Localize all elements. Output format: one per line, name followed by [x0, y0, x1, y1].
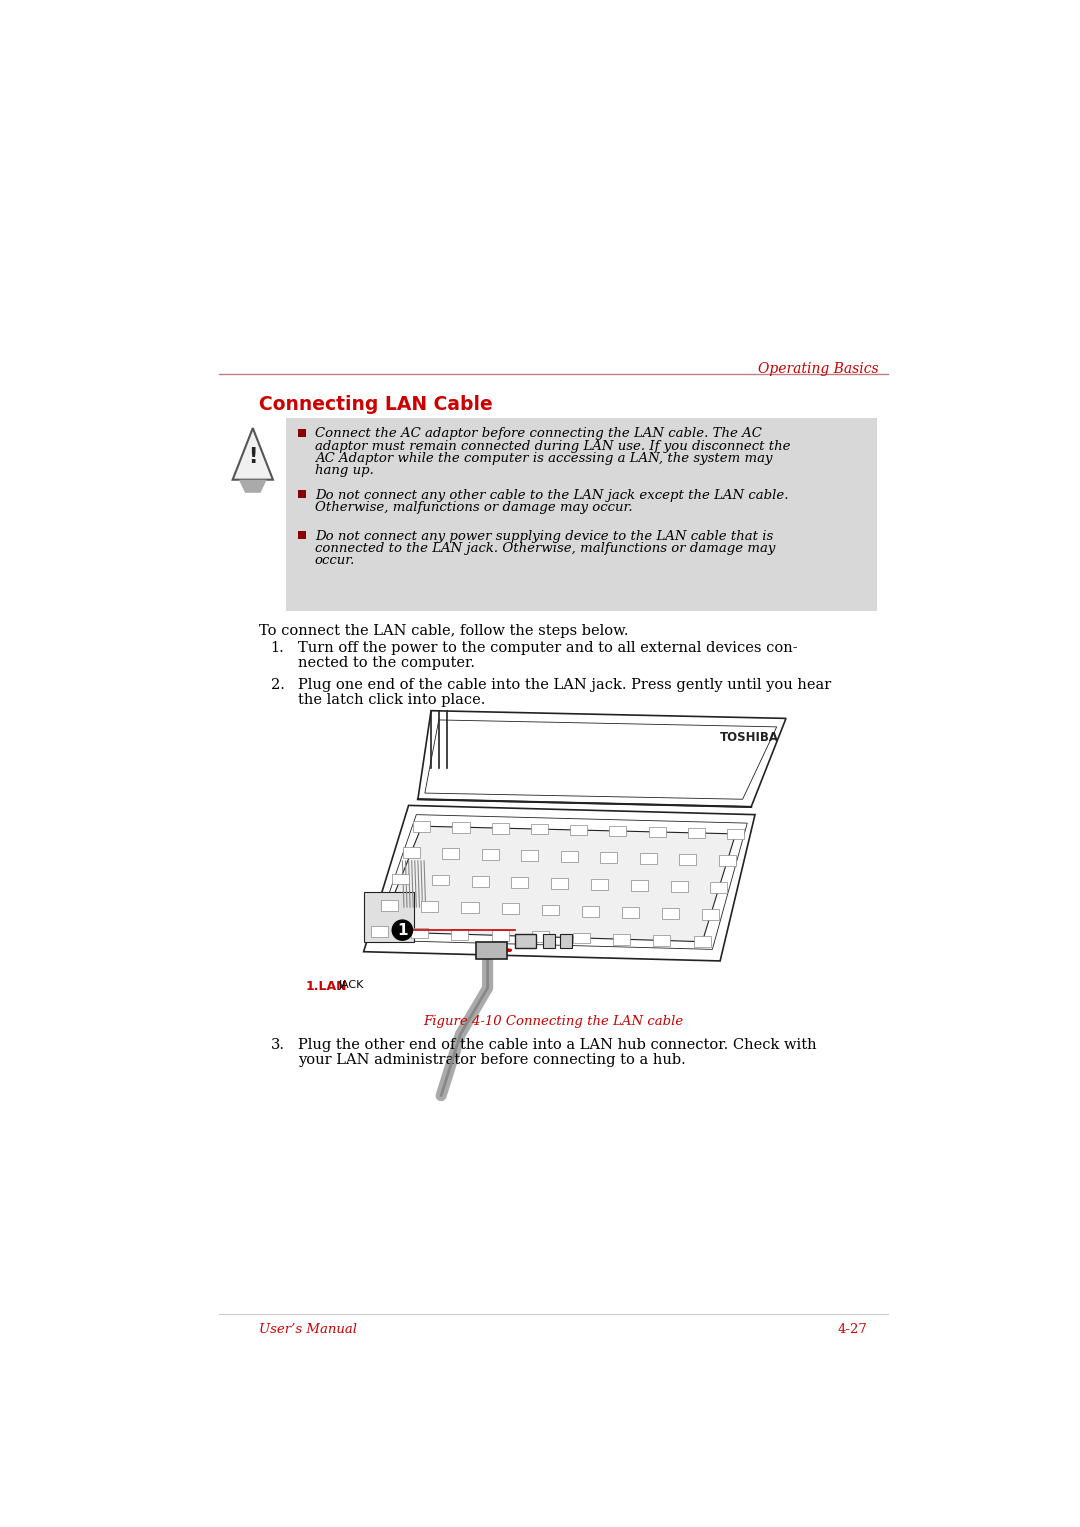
Text: Turn off the power to the computer and to all external devices con-: Turn off the power to the computer and t…	[298, 641, 797, 655]
Text: adaptor must remain connected during LAN use. If you disconnect the: adaptor must remain connected during LAN…	[314, 440, 791, 452]
FancyBboxPatch shape	[370, 927, 388, 938]
Text: Connect the AC adaptor before connecting the LAN cable. The AC: Connect the AC adaptor before connecting…	[314, 428, 761, 440]
FancyBboxPatch shape	[461, 902, 478, 913]
FancyBboxPatch shape	[561, 852, 578, 863]
FancyBboxPatch shape	[411, 927, 428, 938]
FancyBboxPatch shape	[582, 906, 598, 916]
FancyBboxPatch shape	[671, 881, 688, 892]
Text: TOSHIBA: TOSHIBA	[720, 731, 779, 745]
Text: Plug one end of the cable into the LAN jack. Press gently until you hear: Plug one end of the cable into the LAN j…	[298, 678, 831, 692]
Bar	[476, 942, 507, 959]
Text: your LAN administrator before connecting to a hub.: your LAN administrator before connecting…	[298, 1052, 686, 1066]
FancyBboxPatch shape	[531, 823, 548, 834]
FancyBboxPatch shape	[532, 931, 550, 942]
FancyBboxPatch shape	[609, 826, 626, 837]
FancyBboxPatch shape	[491, 823, 509, 834]
FancyBboxPatch shape	[711, 883, 728, 893]
FancyBboxPatch shape	[653, 935, 671, 945]
FancyBboxPatch shape	[622, 907, 639, 918]
Text: Do not connect any power supplying device to the LAN cable that is: Do not connect any power supplying devic…	[314, 530, 773, 542]
Text: Operating Basics: Operating Basics	[758, 362, 879, 376]
Bar	[542, 935, 555, 948]
Text: 1.: 1.	[271, 641, 284, 655]
FancyBboxPatch shape	[613, 935, 630, 945]
Text: hang up.: hang up.	[314, 464, 374, 478]
Polygon shape	[232, 428, 273, 479]
Text: Do not connect any other cable to the LAN jack except the LAN cable.: Do not connect any other cable to the LA…	[314, 489, 788, 502]
Text: connected to the LAN jack. Otherwise, malfunctions or damage may: connected to the LAN jack. Otherwise, ma…	[314, 542, 775, 554]
FancyBboxPatch shape	[511, 876, 528, 887]
FancyBboxPatch shape	[522, 851, 538, 861]
Text: AC Adaptor while the computer is accessing a LAN, the system may: AC Adaptor while the computer is accessi…	[314, 452, 772, 464]
Polygon shape	[424, 719, 777, 799]
Text: Figure 4-10 Connecting the LAN cable: Figure 4-10 Connecting the LAN cable	[423, 1015, 684, 1028]
FancyBboxPatch shape	[491, 930, 509, 941]
Bar	[298, 531, 306, 539]
Text: !: !	[248, 447, 257, 467]
Text: To connect the LAN cable, follow the steps below.: To connect the LAN cable, follow the ste…	[259, 623, 629, 638]
Bar	[364, 892, 414, 942]
Bar	[286, 418, 877, 611]
Text: JACK: JACK	[338, 980, 364, 989]
FancyBboxPatch shape	[570, 825, 588, 835]
FancyBboxPatch shape	[381, 899, 399, 910]
FancyBboxPatch shape	[727, 829, 744, 840]
FancyBboxPatch shape	[662, 909, 679, 919]
FancyBboxPatch shape	[591, 880, 608, 890]
Polygon shape	[379, 826, 735, 942]
FancyBboxPatch shape	[442, 847, 459, 860]
Polygon shape	[373, 814, 747, 950]
FancyBboxPatch shape	[551, 878, 568, 889]
Polygon shape	[418, 710, 786, 806]
FancyBboxPatch shape	[392, 873, 409, 884]
Text: User’s Manual: User’s Manual	[259, 1322, 357, 1336]
FancyBboxPatch shape	[719, 855, 735, 866]
Bar	[515, 935, 537, 948]
FancyBboxPatch shape	[403, 847, 420, 858]
Polygon shape	[239, 479, 267, 493]
FancyBboxPatch shape	[693, 936, 711, 947]
Text: 1.LAN: 1.LAN	[306, 980, 347, 993]
FancyBboxPatch shape	[688, 828, 705, 838]
Text: 2.: 2.	[271, 678, 284, 692]
FancyBboxPatch shape	[472, 876, 488, 887]
FancyBboxPatch shape	[432, 875, 449, 886]
Text: Connecting LAN Cable: Connecting LAN Cable	[259, 395, 492, 414]
FancyBboxPatch shape	[600, 852, 618, 863]
Text: the latch click into place.: the latch click into place.	[298, 693, 485, 707]
FancyBboxPatch shape	[702, 910, 719, 921]
Circle shape	[392, 919, 414, 941]
FancyBboxPatch shape	[414, 822, 430, 832]
FancyBboxPatch shape	[679, 855, 697, 866]
FancyBboxPatch shape	[631, 880, 648, 890]
Text: Plug the other end of the cable into a LAN hub connector. Check with: Plug the other end of the cable into a L…	[298, 1038, 816, 1052]
Bar	[559, 935, 572, 948]
FancyBboxPatch shape	[501, 904, 518, 915]
Text: occur.: occur.	[314, 554, 355, 568]
Text: Otherwise, malfunctions or damage may occur.: Otherwise, malfunctions or damage may oc…	[314, 501, 633, 515]
FancyBboxPatch shape	[639, 854, 657, 864]
FancyBboxPatch shape	[482, 849, 499, 860]
FancyBboxPatch shape	[572, 933, 590, 944]
FancyBboxPatch shape	[453, 822, 470, 832]
Text: 1: 1	[397, 922, 407, 938]
FancyBboxPatch shape	[421, 901, 438, 912]
FancyBboxPatch shape	[649, 826, 665, 837]
FancyBboxPatch shape	[542, 904, 558, 915]
Polygon shape	[364, 805, 755, 960]
Text: nected to the computer.: nected to the computer.	[298, 657, 475, 670]
Bar	[298, 490, 306, 498]
FancyBboxPatch shape	[451, 928, 469, 939]
Text: 3.: 3.	[271, 1038, 285, 1052]
Text: 4-27: 4-27	[837, 1322, 867, 1336]
Bar	[298, 429, 306, 437]
